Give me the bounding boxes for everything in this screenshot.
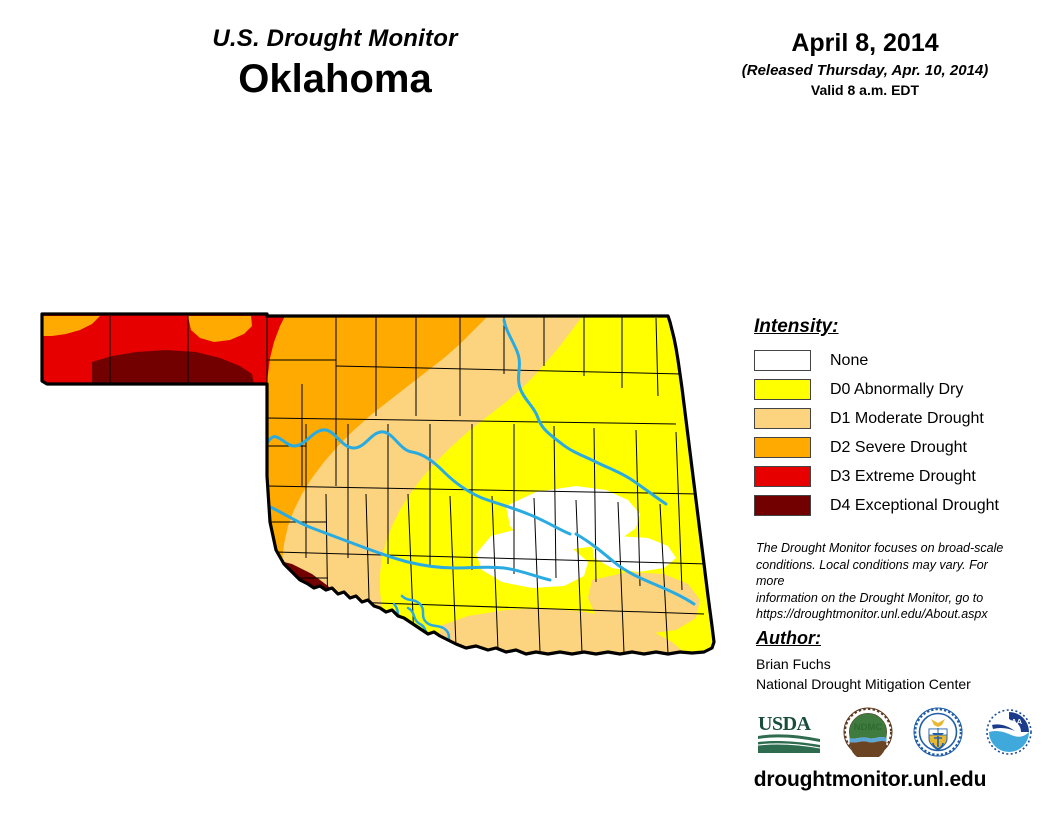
map-date: April 8, 2014: [791, 29, 939, 57]
region-d4-panhandle: [92, 350, 254, 384]
author-block: Author: Brian Fuchs National Drought Mit…: [756, 628, 1026, 695]
logo-row: USDA NDMC: [756, 706, 1034, 762]
legend-label-d4: D4 Exceptional Drought: [830, 496, 999, 514]
legend-label-d3: D3 Extreme Drought: [830, 467, 976, 485]
legend-item-d1: D1 Moderate Drought: [754, 404, 1034, 433]
ndmc-logo: NDMC: [843, 707, 893, 762]
footer-url[interactable]: droughtmonitor.unl.edu: [753, 768, 987, 791]
legend-swatch-d1: [754, 408, 811, 429]
disclaimer-line-2: conditions. Local conditions may vary. F…: [756, 557, 988, 589]
river-eastern-tributary: [574, 532, 696, 606]
noaa-logo: NOAA: [984, 707, 1034, 762]
author-name: Brian Fuchs: [756, 656, 831, 672]
region-d2-panhandle-mid: [188, 316, 252, 342]
author-title: Author:: [756, 628, 821, 648]
legend-label-d2: D2 Severe Drought: [830, 438, 967, 456]
region-d4: [176, 382, 267, 600]
legend-swatch-d2: [754, 437, 811, 458]
region-d1-southeast: [588, 572, 700, 634]
legend-swatch-d4: [754, 495, 811, 516]
legend-label-d1: D1 Moderate Drought: [830, 409, 984, 427]
state-outline: [40, 312, 716, 656]
disclaimer-line-1: The Drought Monitor focuses on broad-sca…: [756, 541, 1004, 555]
drought-map: [36, 296, 736, 666]
river-cimarron-west: [266, 428, 572, 536]
county-boundaries: [109, 316, 709, 654]
legend-swatch-d3: [754, 466, 811, 487]
legend-swatch-d0: [754, 379, 811, 400]
legend-item-d3: D3 Extreme Drought: [754, 462, 1034, 491]
legend-title: Intensity:: [754, 316, 839, 337]
disclaimer-link[interactable]: https://droughtmonitor.unl.edu/About.asp…: [756, 607, 988, 621]
disclaimer-text: The Drought Monitor focuses on broad-sca…: [756, 540, 1018, 623]
svg-text:NOAA: NOAA: [1000, 717, 1023, 726]
legend-item-d0: D0 Abnormally Dry: [754, 375, 1034, 404]
legend-label-none: None: [830, 351, 869, 369]
legend-item-none: None: [754, 346, 1034, 375]
rivers: [266, 318, 696, 648]
legend-item-d2: D2 Severe Drought: [754, 433, 1034, 462]
legend-swatch-none: [754, 350, 811, 371]
river-canadian: [266, 504, 552, 582]
legend: Intensity: None D0 Abnormally Dry D1 Mod…: [754, 316, 1034, 520]
legend-item-d4: D4 Exceptional Drought: [754, 491, 1034, 520]
header-left: U.S. Drought Monitor Oklahoma: [120, 25, 550, 102]
svg-text:NDMC: NDMC: [853, 722, 882, 733]
author-organization: National Drought Mitigation Center: [756, 675, 971, 692]
valid-time: Valid 8 a.m. EDT: [810, 81, 920, 98]
region-d2-panhandle-west: [42, 316, 100, 336]
header-right: April 8, 2014 (Released Thursday, Apr. 1…: [700, 29, 1030, 98]
usda-logo: USDA: [756, 709, 822, 760]
river-arkansas: [502, 318, 668, 506]
disclaimer-line-3: information on the Drought Monitor, go t…: [756, 590, 984, 605]
release-date: (Released Thursday, Apr. 10, 2014): [741, 61, 989, 79]
svg-text:USDA: USDA: [758, 713, 812, 735]
region-none-pocket: [506, 486, 640, 550]
page-title: U.S. Drought Monitor: [212, 25, 458, 52]
state-title: Oklahoma: [238, 57, 432, 102]
legend-label-d0: D0 Abnormally Dry: [830, 380, 964, 398]
usdc-seal-logo: [913, 707, 963, 762]
